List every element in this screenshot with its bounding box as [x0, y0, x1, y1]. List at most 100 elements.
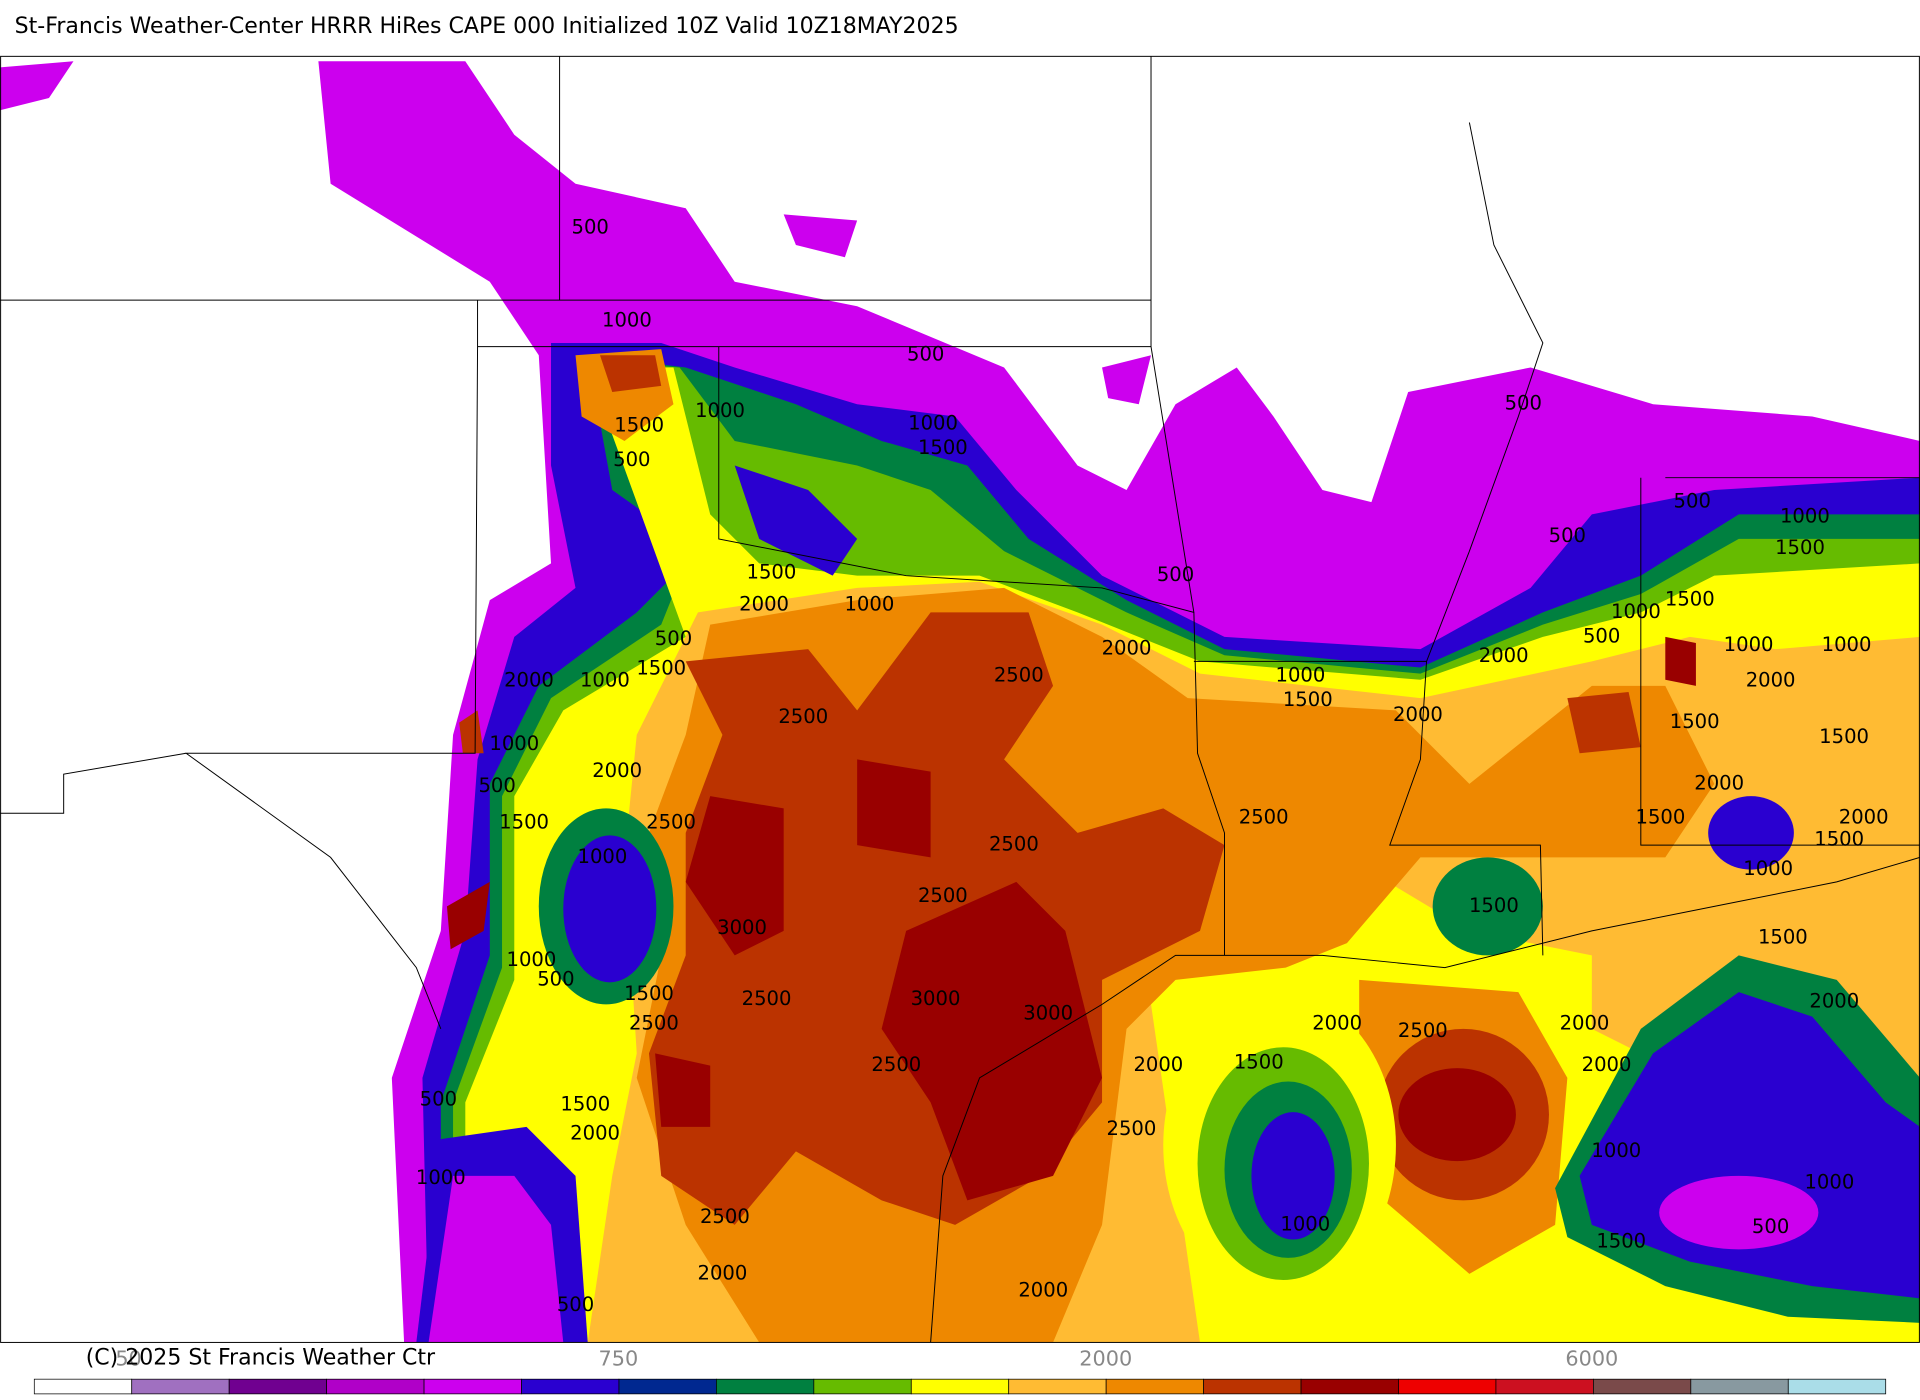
contour-label: 3000 [717, 916, 767, 939]
contour-label: 2500 [1398, 1019, 1448, 1042]
contour-label: 2500 [989, 833, 1039, 856]
contour-label: 1000 [507, 948, 557, 971]
cape-red [1398, 1068, 1516, 1162]
contour-label: 2000 [1746, 669, 1796, 692]
colorbar-label: 750 [599, 1347, 639, 1371]
contour-label: 1500 [499, 811, 549, 834]
contour-label: 2000 [1582, 1053, 1632, 1076]
contour-label: 1000 [1743, 857, 1793, 880]
cape-field [0, 56, 1920, 1343]
contour-label: 2000 [1839, 806, 1889, 829]
contour-label: 2000 [1018, 1278, 1068, 1301]
contour-label: 2500 [871, 1053, 921, 1076]
contour-label: 1000 [908, 411, 958, 434]
contour-label: 2000 [570, 1122, 620, 1145]
contour-label: 2500 [700, 1205, 750, 1228]
colorbar-swatch [1787, 1378, 1887, 1395]
contour-label: 1000 [580, 669, 630, 692]
contour-label: 500 [537, 967, 574, 990]
colorbar-swatch [910, 1378, 1010, 1395]
contour-label: 2500 [646, 811, 696, 834]
contour-label: 1000 [695, 399, 745, 422]
colorbar-swatch [1495, 1378, 1594, 1395]
contour-label: 500 [1674, 490, 1711, 513]
contour-label: 1500 [1283, 688, 1333, 711]
contour-label: 2000 [1133, 1053, 1183, 1076]
colorbar-swatch [423, 1378, 522, 1395]
contour-label: 1500 [624, 982, 674, 1005]
cape-blue [1708, 796, 1794, 870]
contour-label: 1500 [918, 436, 968, 459]
borders [0, 55, 1920, 1343]
contour-label: 1500 [1635, 806, 1685, 829]
colorbar-swatch [1105, 1378, 1204, 1395]
contour-label: 2000 [739, 593, 789, 616]
contour-label: 1500 [1775, 536, 1825, 559]
contour-label: 2000 [1809, 989, 1859, 1012]
contour-label: 500 [478, 774, 515, 797]
contour-label: 3000 [1023, 1002, 1073, 1025]
contour-label: 1000 [1822, 633, 1872, 656]
contour-label: 1000 [844, 593, 894, 616]
state-border [0, 56, 1920, 1343]
contour-label: 1000 [1280, 1212, 1330, 1235]
contour-label: 500 [907, 343, 944, 366]
contour-label: 1000 [578, 845, 628, 868]
contour-label: 1500 [1819, 725, 1869, 748]
contour-label: 2000 [1560, 1011, 1610, 1034]
copyright: (C) 2025 St Francis Weather Ctr [86, 1345, 436, 1370]
contour-label: 500 [572, 215, 609, 238]
contour-label: 1500 [1670, 710, 1720, 733]
colorbar-swatch [228, 1378, 327, 1395]
contour-label: 500 [1549, 524, 1586, 547]
contour-label: 1500 [1758, 926, 1808, 949]
contour-label: 2000 [1694, 771, 1744, 794]
contour-label: 1500 [1814, 828, 1864, 851]
cape-darkorange [459, 355, 1641, 1225]
contour-label: 1000 [416, 1166, 466, 1189]
contour-label: 2000 [698, 1261, 748, 1284]
contour-label: 500 [613, 448, 650, 471]
contour-label: 1500 [1665, 588, 1715, 611]
contour-label: 500 [1157, 563, 1194, 586]
colorbar-swatch [1593, 1378, 1692, 1395]
cape-blue [563, 835, 657, 983]
map-frame [0, 55, 1920, 1343]
cape-red [446, 636, 1696, 1201]
contour-label: 2000 [1102, 637, 1152, 660]
contour-label: 1500 [1234, 1051, 1284, 1074]
colorbar-label: 50 [115, 1347, 141, 1371]
contour-label: 1000 [1275, 664, 1325, 687]
contour-label: 1000 [602, 308, 652, 331]
contour-label: 1500 [636, 656, 686, 679]
contour-label: 1500 [1596, 1229, 1646, 1252]
colorbar-label: 2000 [1079, 1347, 1132, 1371]
contour-label: 500 [557, 1293, 594, 1316]
colorbar-swatch [1398, 1378, 1497, 1395]
contour-label: 1500 [560, 1092, 610, 1115]
contour-label: 2000 [592, 759, 642, 782]
colorbar-swatch [131, 1378, 230, 1395]
contour-label: 1500 [614, 414, 664, 437]
colorbar-swatch [1008, 1378, 1107, 1395]
contour-label: 1000 [1591, 1139, 1641, 1162]
contour-label: 2500 [994, 664, 1044, 687]
colorbar-swatch [1203, 1378, 1302, 1395]
contour-label: 500 [1505, 392, 1542, 415]
contour-label: 1500 [1469, 894, 1519, 917]
colorbar: 50 750 2000 6000 [33, 1347, 1887, 1395]
contour-label: 2500 [918, 884, 968, 907]
contour-label: 2500 [1107, 1117, 1157, 1140]
colorbar-swatch [618, 1378, 717, 1395]
contour-label: 1000 [1780, 504, 1830, 527]
colorbar-swatch [326, 1378, 425, 1395]
contour-label: 500 [1752, 1215, 1789, 1238]
title: St-Francis Weather-Center HRRR HiRes CAP… [15, 14, 959, 39]
colorbar-swatch [1300, 1378, 1399, 1395]
contour-label: 2500 [629, 1011, 679, 1034]
colorbar-swatch [1690, 1378, 1789, 1395]
cape-magenta [428, 1175, 564, 1343]
